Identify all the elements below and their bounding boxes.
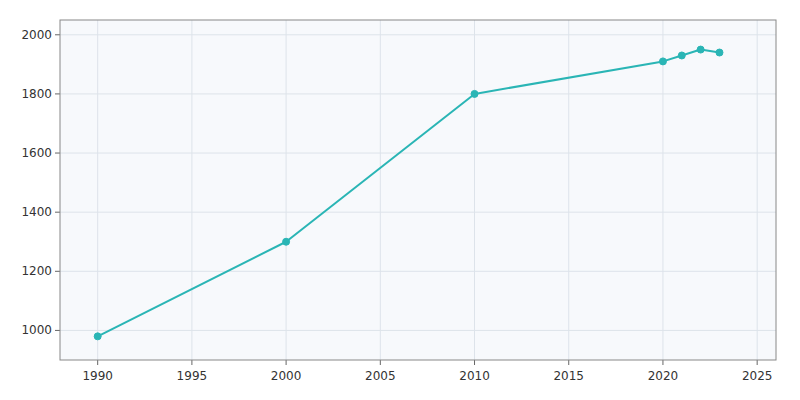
marker (471, 90, 478, 97)
x-grid-line (191, 20, 192, 360)
x-grid-line (97, 20, 98, 360)
line (98, 50, 720, 337)
x-tick-label: 2000 (271, 369, 302, 383)
grid (60, 20, 776, 360)
marker (283, 238, 290, 245)
x-tick (757, 360, 758, 365)
x-tick (662, 360, 663, 365)
x-tick (380, 360, 381, 365)
x-tick (286, 360, 287, 365)
x-grid-line (474, 20, 475, 360)
x-tick (97, 360, 98, 365)
x-tick-label: 2010 (459, 369, 490, 383)
marker (678, 52, 685, 59)
y-tick-label: 1400 (21, 205, 52, 219)
x-tick-label: 1995 (177, 369, 208, 383)
y-grid-line (60, 271, 776, 272)
marker (716, 49, 723, 56)
x-tick (474, 360, 475, 365)
axes: 1990 1995 2000 2005 2010 2015 2020 2025 1000 1200… (21, 28, 772, 383)
x-grid-line (380, 20, 381, 360)
y-grid-line (60, 330, 776, 331)
y-tick-label: 2000 (21, 28, 52, 42)
y-tick (55, 153, 60, 154)
x-tick (568, 360, 569, 365)
x-tick-label: 2020 (648, 369, 679, 383)
marker (659, 58, 666, 65)
marker (94, 333, 101, 340)
chart-svg: 1990 1995 2000 2005 2010 2015 2020 2025 1000 1200… (0, 0, 800, 400)
y-grid-line (60, 34, 776, 35)
x-grid-line (568, 20, 569, 360)
chart-container: 1990 1995 2000 2005 2010 2015 2020 2025 1000 1200… (0, 0, 800, 400)
series (94, 46, 723, 340)
y-tick-label: 1200 (21, 264, 52, 278)
y-tick (55, 330, 60, 331)
y-tick (55, 212, 60, 213)
x-tick-label: 2025 (742, 369, 773, 383)
y-tick-label: 1800 (21, 87, 52, 101)
x-grid-line (757, 20, 758, 360)
x-tick (191, 360, 192, 365)
x-grid-line (286, 20, 287, 360)
y-grid-line (60, 212, 776, 213)
plot-frame (60, 20, 776, 360)
marker (697, 46, 704, 53)
y-tick-label: 1000 (21, 323, 52, 337)
plot-background (60, 20, 776, 360)
y-tick (55, 34, 60, 35)
x-tick-label: 1990 (82, 369, 113, 383)
x-tick-label: 2005 (365, 369, 396, 383)
y-grid-line (60, 153, 776, 154)
x-grid-line (662, 20, 663, 360)
y-tick (55, 271, 60, 272)
y-tick-label: 1600 (21, 146, 52, 160)
y-tick (55, 93, 60, 94)
x-tick-label: 2015 (553, 369, 584, 383)
y-grid-line (60, 93, 776, 94)
